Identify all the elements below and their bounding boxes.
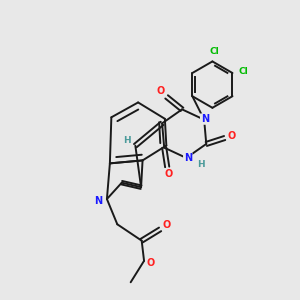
- Text: O: O: [157, 86, 165, 96]
- Text: N: N: [184, 153, 192, 163]
- Text: O: O: [163, 220, 171, 230]
- Text: Cl: Cl: [238, 67, 248, 76]
- Text: H: H: [123, 136, 131, 145]
- Text: O: O: [227, 130, 236, 141]
- Text: Cl: Cl: [209, 47, 219, 56]
- Text: O: O: [164, 169, 173, 179]
- Text: N: N: [201, 114, 209, 124]
- Text: O: O: [146, 258, 155, 268]
- Text: N: N: [94, 196, 103, 206]
- Text: H: H: [197, 160, 205, 169]
